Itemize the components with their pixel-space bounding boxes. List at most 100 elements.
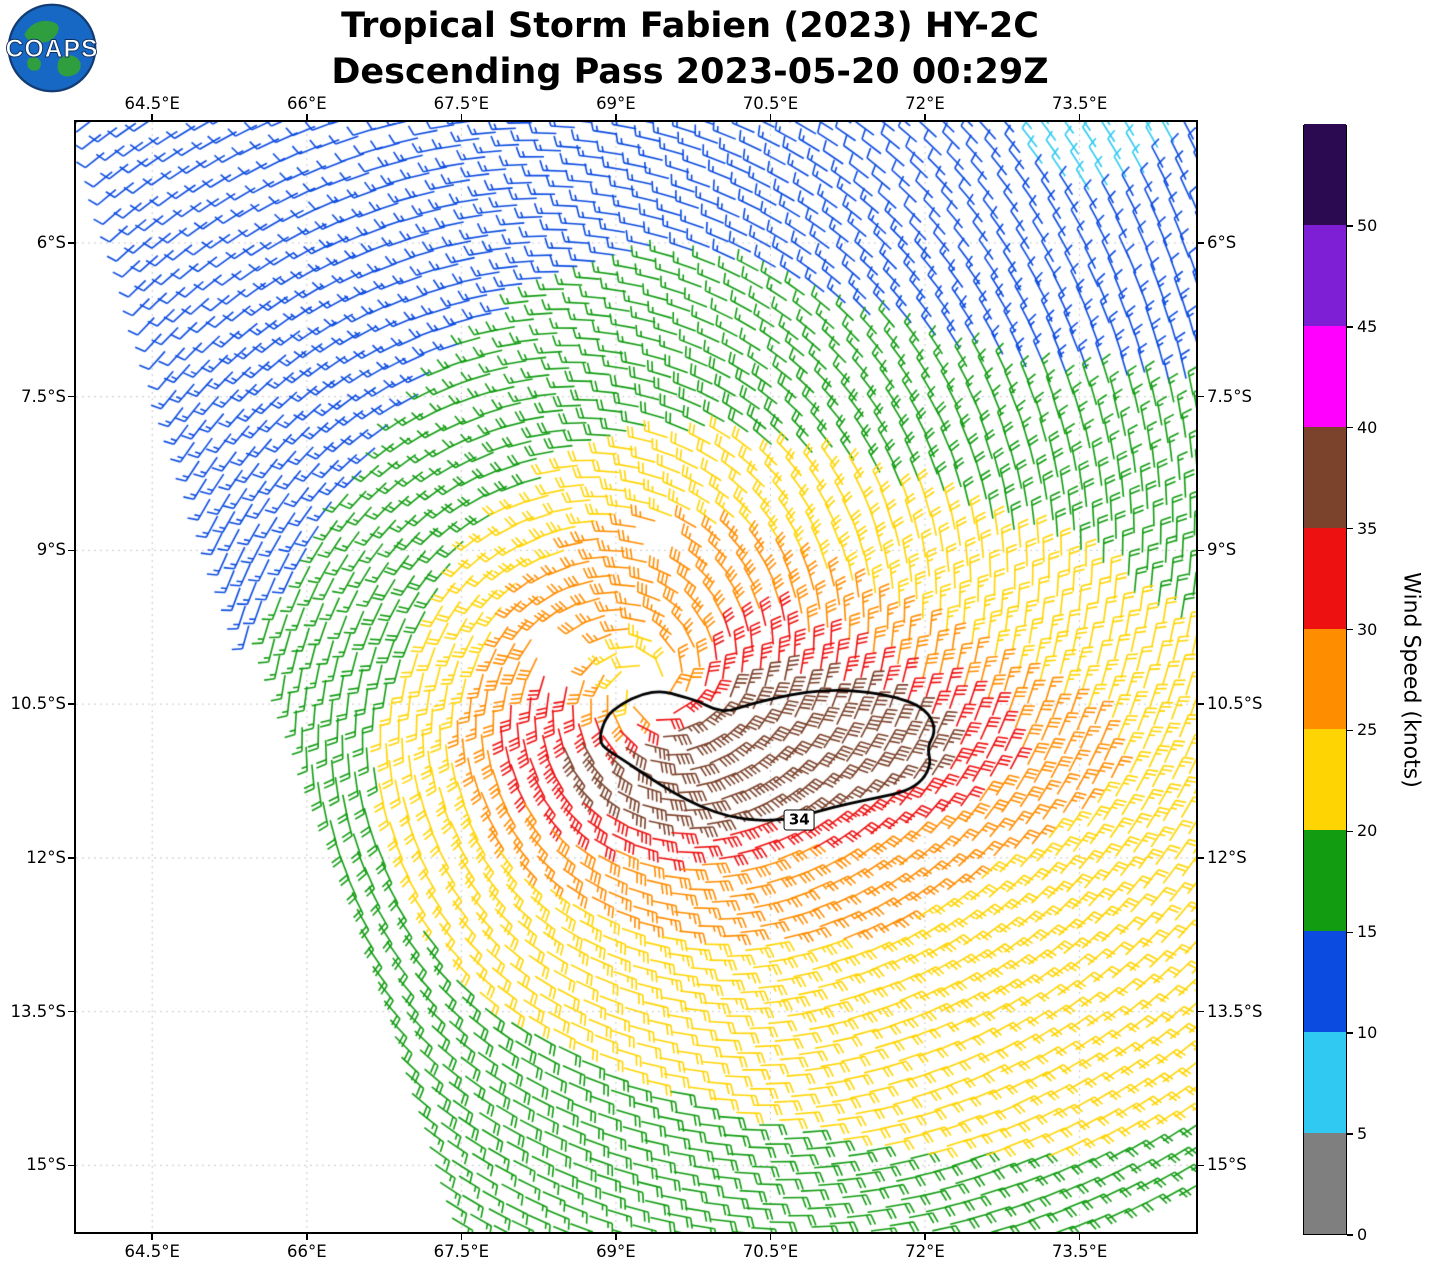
colorbar-segment [1304, 1133, 1346, 1234]
colorbar-tick-label: 30 [1357, 619, 1378, 639]
y-axis-tick-mark [1196, 1010, 1204, 1013]
colorbar-segment [1304, 325, 1346, 427]
colorbar-tick-label: 45 [1357, 316, 1378, 336]
x-axis-tick-label-bottom: 72°E [905, 1242, 945, 1261]
colorbar-segment [1304, 124, 1346, 225]
y-axis-tick-mark [68, 549, 76, 552]
y-axis-tick-label-right: 15°S [1207, 1155, 1247, 1175]
y-axis-tick-label-right: 13.5°S [1207, 1001, 1263, 1021]
y-axis-tick-mark [68, 857, 76, 859]
globe-land-shape [27, 57, 41, 71]
colorbar-tick-label: 10 [1357, 1023, 1378, 1043]
colorbar-tick-mark [1347, 1032, 1353, 1034]
y-axis-tick-label-left: 13.5°S [10, 1001, 66, 1021]
figure-title: Tropical Storm Fabien (2023) HY-2C Desce… [0, 4, 1380, 95]
x-axis-tick-label-bottom: 73.5°E [1051, 1242, 1108, 1261]
y-axis-tick-mark [68, 703, 76, 705]
colorbar-tick-label: 40 [1357, 417, 1378, 437]
y-axis-tick-mark [68, 1010, 76, 1013]
x-axis-tick-mark [151, 1232, 153, 1240]
y-axis-tick-mark [1196, 1164, 1204, 1167]
x-axis-tick-mark [615, 114, 617, 122]
y-axis-tick-label-left: 12°S [26, 847, 66, 867]
colorbar-tick-label: 20 [1357, 821, 1378, 841]
x-axis-tick-mark [924, 114, 926, 122]
y-axis-tick-label-right: 6°S [1207, 232, 1237, 252]
x-axis-tick-mark [924, 1232, 926, 1240]
x-axis-tick-mark [460, 114, 463, 122]
x-axis-tick-label-bottom: 66°E [286, 1242, 327, 1261]
colorbar [1303, 124, 1347, 1235]
y-axis-tick-label-right: 10.5°S [1207, 694, 1263, 714]
y-axis-tick-label-left: 15°S [26, 1155, 66, 1175]
x-axis-tick-mark [306, 114, 308, 122]
y-axis-tick-mark [68, 1164, 76, 1167]
title-line-2: Descending Pass 2023-05-20 00:29Z [331, 51, 1049, 92]
coaps-logo: COAPS [6, 3, 98, 93]
colorbar-tick-mark [1347, 225, 1353, 227]
colorbar-tick-label: 25 [1357, 720, 1378, 740]
y-axis-tick-mark [1196, 242, 1204, 244]
colorbar-segment [1304, 931, 1346, 1033]
colorbar-tick-mark [1347, 931, 1353, 934]
x-axis-tick-mark [306, 1232, 308, 1240]
y-axis-tick-mark [68, 395, 76, 398]
colorbar-tick-label: 5 [1357, 1124, 1368, 1144]
x-axis-tick-mark [769, 1232, 772, 1240]
colorbar-segment [1304, 729, 1346, 831]
colorbar-tick-mark [1347, 426, 1353, 429]
y-axis-tick-mark [1196, 857, 1204, 859]
y-axis-tick-mark [1196, 549, 1204, 552]
colorbar-tick-mark [1347, 326, 1353, 328]
colorbar-tick-mark [1347, 1133, 1353, 1135]
colorbar-tick-label: 50 [1357, 215, 1378, 235]
colorbar-tick-label: 0 [1357, 1225, 1368, 1244]
x-axis-tick-label-bottom: 70.5°E [742, 1242, 799, 1261]
y-axis-tick-mark [68, 242, 76, 244]
x-axis-tick-label-top: 69°E [596, 94, 636, 113]
x-axis-tick-label-bottom: 67.5°E [433, 1242, 490, 1261]
colorbar-segment [1304, 426, 1346, 528]
colorbar-segment [1304, 1032, 1346, 1134]
globe-land-shape [57, 55, 81, 77]
colorbar-tick-label: 15 [1357, 922, 1378, 942]
x-axis-tick-mark [615, 1232, 617, 1240]
colorbar-tick-mark [1347, 1234, 1353, 1236]
x-axis-tick-label-top: 67.5°E [433, 94, 490, 113]
y-axis-tick-label-right: 12°S [1207, 847, 1247, 867]
colorbar-tick-mark [1347, 729, 1353, 732]
colorbar-segment [1304, 628, 1346, 730]
x-axis-tick-label-bottom: 69°E [596, 1242, 636, 1261]
colorbar-tick-label: 35 [1357, 518, 1378, 538]
colorbar-tick-mark [1347, 628, 1353, 631]
colorbar-tick-mark [1347, 830, 1353, 833]
x-axis-tick-mark [769, 114, 772, 122]
contour-label-34kt: 34 [783, 809, 815, 831]
x-axis-tick-mark [1078, 114, 1081, 122]
title-line-1: Tropical Storm Fabien (2023) HY-2C [341, 6, 1039, 46]
x-axis-tick-label-top: 72°E [905, 94, 945, 113]
x-axis-tick-mark [1078, 1232, 1081, 1240]
colorbar-title: Wind Speed (knots) [1398, 572, 1424, 788]
y-axis-tick-mark [1196, 703, 1204, 705]
y-axis-tick-label-left: 7.5°S [21, 386, 66, 406]
x-axis-tick-label-top: 73.5°E [1051, 94, 1108, 113]
x-axis-tick-label-top: 66°E [286, 94, 327, 113]
wind-barb-canvas [76, 122, 1196, 1232]
y-axis-tick-label-left: 9°S [36, 540, 66, 560]
y-axis-tick-label-left: 10.5°S [10, 694, 66, 714]
x-axis-tick-label-bottom: 64.5°E [124, 1242, 180, 1261]
colorbar-segment [1304, 224, 1346, 326]
y-axis-tick-mark [1196, 395, 1204, 398]
y-axis-tick-label-left: 6°S [36, 232, 66, 252]
x-axis-tick-label-top: 64.5°E [124, 94, 180, 113]
colorbar-segment [1304, 527, 1346, 629]
logo-text: COAPS [6, 36, 98, 63]
globe-land-shape [24, 20, 59, 43]
colorbar-segment [1304, 830, 1346, 932]
x-axis-tick-mark [151, 114, 153, 122]
y-axis-tick-label-right: 9°S [1207, 540, 1237, 560]
colorbar-tick-mark [1347, 527, 1353, 530]
x-axis-tick-mark [460, 1232, 463, 1240]
